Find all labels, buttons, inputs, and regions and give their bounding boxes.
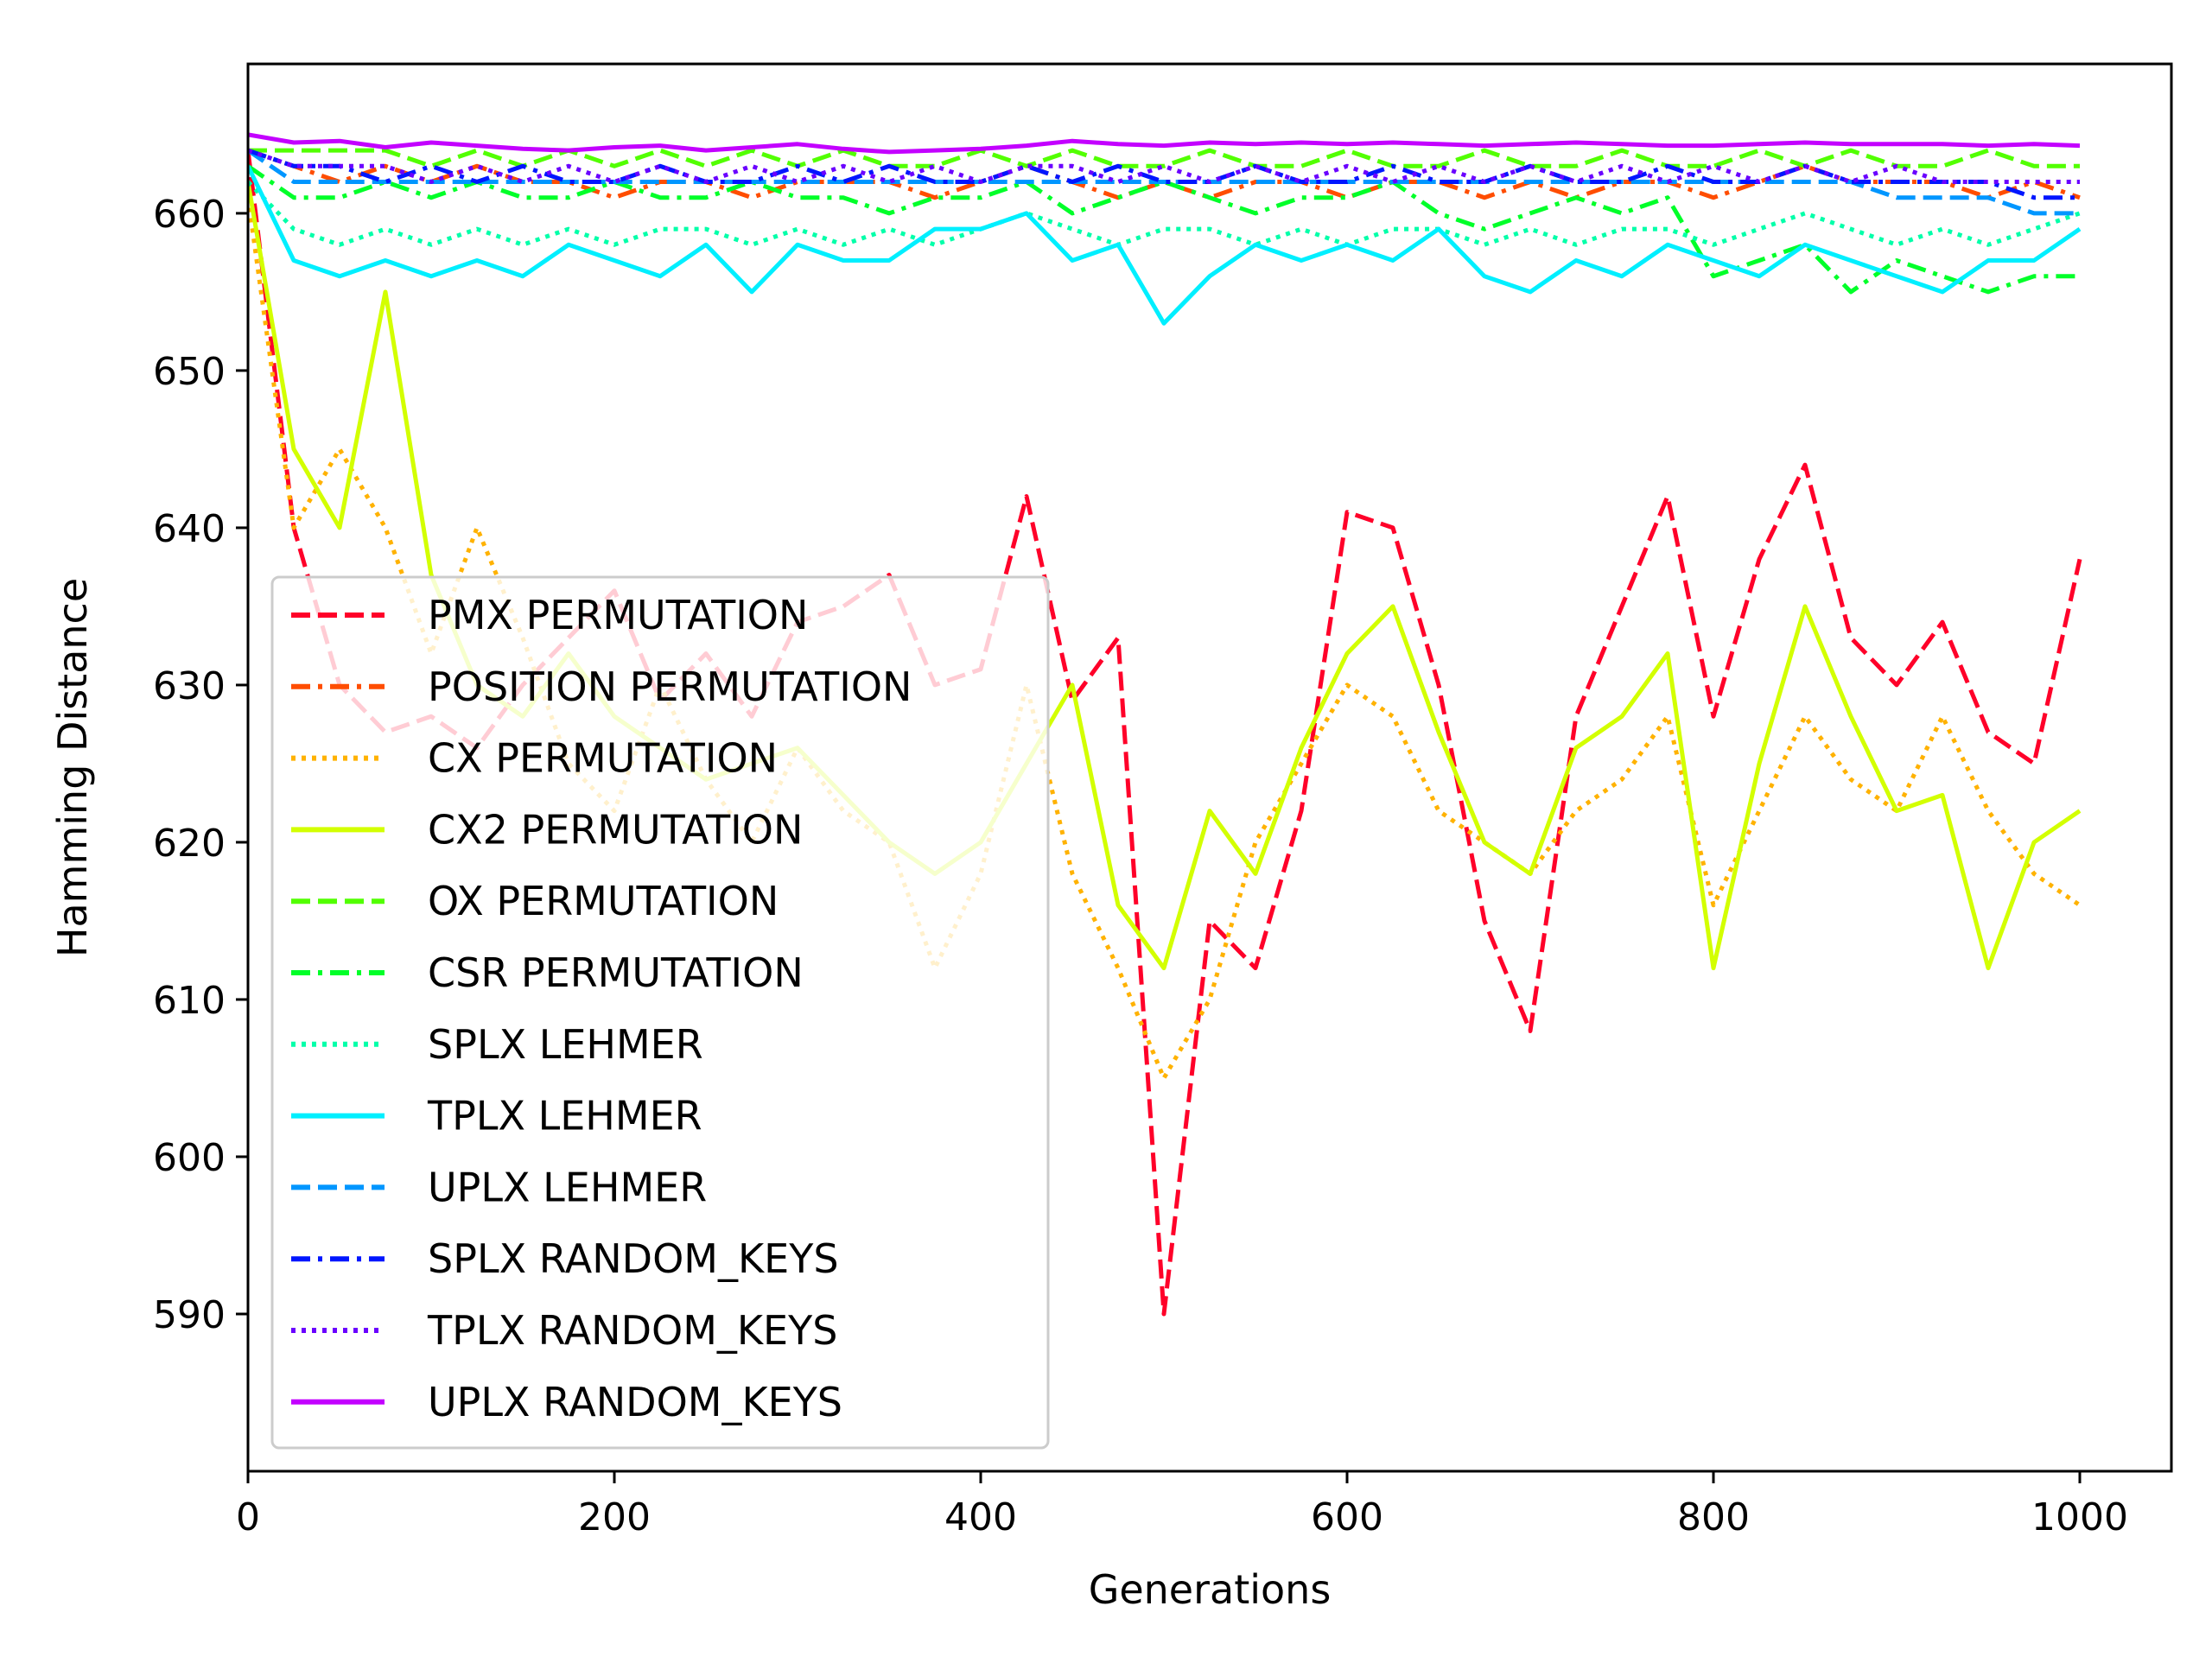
x-tick-label: 800 bbox=[1677, 1495, 1750, 1539]
plot-frame bbox=[246, 62, 2173, 1473]
legend-label: SPLX LEHMER bbox=[428, 1021, 703, 1068]
legend-label: TPLX LEHMER bbox=[427, 1093, 702, 1139]
x-tick-label: 600 bbox=[1311, 1495, 1383, 1539]
legend-label: PMX PERMUTATION bbox=[428, 592, 808, 638]
y-tick-label: 590 bbox=[153, 1293, 226, 1337]
y-tick-label: 640 bbox=[153, 507, 226, 551]
series-line-9 bbox=[248, 149, 2080, 216]
series-line-6 bbox=[248, 164, 2080, 295]
legend-label: UPLX RANDOM_KEYS bbox=[428, 1379, 842, 1425]
legend-label: POSITION PERMUTATION bbox=[428, 663, 912, 710]
legend-label: CX PERMUTATION bbox=[428, 735, 778, 782]
legend-label: TPLX RANDOM_KEYS bbox=[427, 1307, 837, 1354]
legend-label: UPLX LEHMER bbox=[428, 1164, 707, 1210]
x-tick-label: 0 bbox=[236, 1495, 260, 1539]
series-layer bbox=[248, 132, 2082, 1317]
y-tick-label: 610 bbox=[153, 979, 226, 1023]
series-line-10 bbox=[248, 148, 2080, 200]
legend-label: CSR PERMUTATION bbox=[428, 949, 804, 996]
y-tick-label: 630 bbox=[153, 664, 226, 708]
y-tick-label: 660 bbox=[153, 193, 226, 237]
x-axis: 0 200 400 600 800 1000 bbox=[236, 1471, 2128, 1539]
y-tick-label: 600 bbox=[153, 1136, 226, 1180]
x-axis-label: Generations bbox=[1089, 1566, 1332, 1613]
y-axis: 590 600 610 620 630 640 650 660 bbox=[153, 193, 248, 1337]
legend: PMX PERMUTATION POSITION PERMUTATION CX PE… bbox=[270, 575, 1050, 1450]
series-line-8 bbox=[248, 165, 2082, 326]
series-line-2 bbox=[248, 148, 2081, 200]
series-line-5 bbox=[248, 148, 2080, 168]
series-line-12 bbox=[248, 132, 2081, 155]
legend-label: OX PERMUTATION bbox=[428, 878, 779, 924]
legend-label: CX2 PERMUTATION bbox=[428, 806, 803, 853]
series-line-7 bbox=[248, 180, 2081, 247]
x-tick-label: 200 bbox=[578, 1495, 651, 1539]
y-tick-label: 620 bbox=[153, 822, 226, 866]
legend-box bbox=[270, 575, 1050, 1450]
y-axis-label: Hamming Distance bbox=[49, 578, 96, 957]
x-tick-label: 1000 bbox=[2031, 1495, 2128, 1539]
legend-label: SPLX RANDOM_KEYS bbox=[428, 1235, 839, 1282]
x-tick-label: 400 bbox=[944, 1495, 1017, 1539]
y-tick-label: 650 bbox=[153, 350, 226, 394]
